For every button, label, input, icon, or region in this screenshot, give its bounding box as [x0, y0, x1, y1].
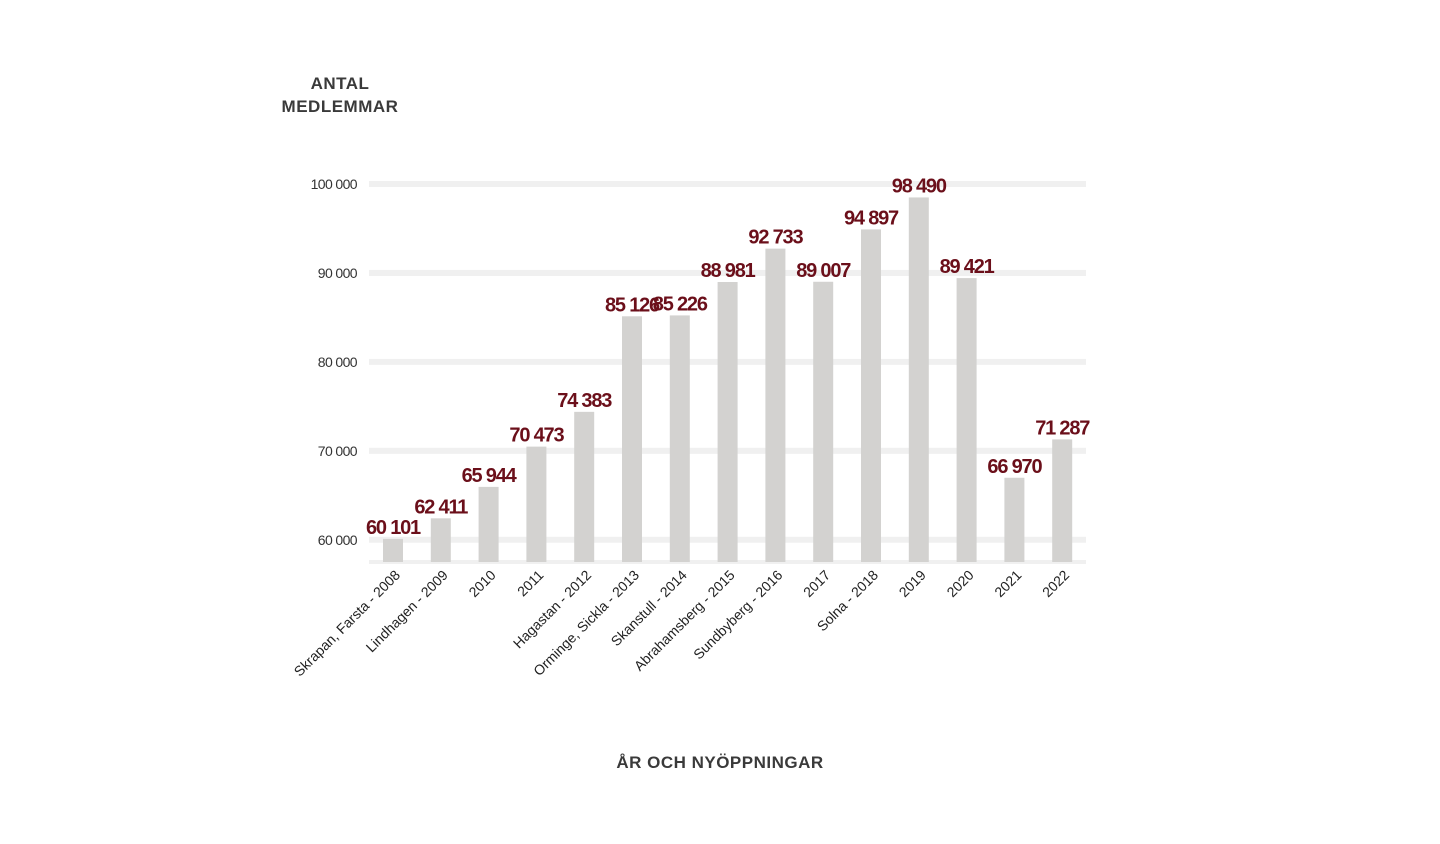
bar	[861, 229, 881, 562]
y-tick-label: 100 000	[311, 176, 358, 192]
bar	[717, 282, 738, 562]
data-label: 92 733	[748, 227, 803, 249]
y-tick-label: 80 000	[318, 354, 358, 370]
data-label: 60 101	[366, 517, 421, 539]
y-tick-label: 70 000	[318, 443, 358, 459]
bar	[669, 315, 690, 562]
y-axis-title-line-1: ANTAL	[311, 74, 370, 93]
bar	[956, 278, 977, 562]
bar	[526, 446, 547, 562]
category-label: 2021	[991, 567, 1024, 600]
bar	[1052, 439, 1073, 562]
data-label: 70 473	[509, 425, 564, 447]
y-axis-title-line-2: MEDLEMMAR	[282, 97, 399, 116]
category-label: Sundbyberg - 2016	[690, 567, 786, 663]
data-label: 98 490	[892, 175, 947, 197]
bar	[765, 248, 786, 563]
x-axis-title: ÅR OCH NYÖPPNINGAR	[616, 753, 823, 772]
data-label: 89 007	[796, 260, 851, 282]
data-label: 62 411	[414, 496, 468, 518]
category-label: 2019	[896, 567, 929, 600]
category-label: 2010	[465, 567, 498, 600]
data-label: 65 944	[462, 465, 518, 487]
gridline	[369, 269, 1086, 276]
gridline	[369, 181, 1086, 187]
bar	[1004, 477, 1025, 562]
category-label: 2022	[1039, 567, 1072, 600]
category-label: 2020	[943, 567, 976, 600]
data-label: 74 383	[557, 390, 612, 412]
data-label: 89 421	[940, 256, 995, 278]
bar	[908, 197, 929, 562]
bar	[574, 411, 595, 562]
bar	[813, 281, 834, 562]
y-axis-ticks: 60 000 70 000 80 000 90 000 100 000	[311, 176, 359, 548]
y-tick-label: 90 000	[318, 265, 358, 281]
y-tick-label: 60 000	[318, 532, 358, 548]
data-label: 66 970	[987, 456, 1042, 478]
data-label: 85 226	[653, 293, 708, 315]
bar	[430, 518, 451, 562]
data-label: 94 897	[844, 207, 899, 229]
category-label: Lindhagen - 2009	[363, 567, 452, 656]
category-label: 2011	[514, 567, 547, 600]
bar	[622, 316, 642, 562]
bar	[383, 538, 403, 562]
category-label: 2017	[800, 567, 833, 600]
bars	[383, 197, 1073, 563]
data-label: 88 981	[701, 260, 756, 282]
data-label: 85 126	[605, 294, 660, 316]
data-label: 71 287	[1035, 417, 1090, 439]
bar	[478, 486, 499, 562]
